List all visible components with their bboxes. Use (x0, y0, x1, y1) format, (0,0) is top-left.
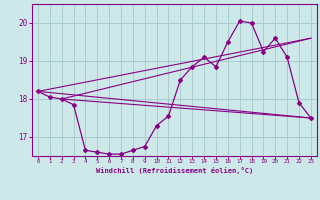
X-axis label: Windchill (Refroidissement éolien,°C): Windchill (Refroidissement éolien,°C) (96, 167, 253, 174)
